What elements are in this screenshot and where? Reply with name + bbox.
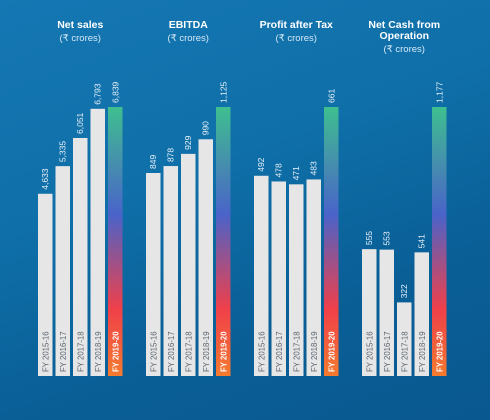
value-label: 878 [166, 148, 176, 162]
bar [379, 249, 394, 376]
category-label: FY 2016-17 [275, 331, 284, 372]
bar [90, 108, 105, 376]
bar [271, 181, 286, 376]
category-label: FY 2019-20 [435, 331, 444, 372]
bar [397, 302, 412, 376]
category-label: FY 2017-18 [292, 331, 301, 372]
category-label: FY 2019-20 [111, 331, 120, 372]
category-label: FY 2015-16 [365, 331, 374, 372]
category-label: FY 2015-16 [149, 331, 158, 372]
chart-subtitle: (₹ crores) [60, 33, 101, 44]
chart-subtitle: (₹ crores) [276, 33, 317, 44]
category-label: FY 2016-17 [59, 331, 68, 372]
chart-title: EBITDA [169, 19, 209, 31]
value-label: 6,051 [75, 112, 85, 134]
category-label: FY 2017-18 [76, 331, 85, 372]
value-label: 6,839 [110, 81, 120, 103]
bar [414, 252, 429, 376]
category-label: FY 2017-18 [400, 331, 409, 372]
category-label: FY 2018-19 [418, 331, 427, 372]
category-label: FY 2018-19 [202, 331, 211, 372]
chart-title: Profit after Tax [260, 19, 333, 31]
bar [163, 166, 178, 376]
value-label: 661 [326, 89, 336, 103]
value-label: 990 [201, 121, 211, 135]
chart-title: Net sales [57, 19, 103, 31]
chart-panel-1: Net sales (₹ crores) 4,633 FY 2015-16 5,335 F… [38, 19, 123, 376]
bar [198, 139, 213, 376]
chart-title: Net Cash from [368, 19, 440, 31]
chart-subtitle: (₹ crores) [384, 44, 425, 55]
bar-highlight [108, 107, 123, 376]
value-label: 5,335 [58, 141, 68, 163]
value-label: 483 [309, 161, 319, 175]
chart-subtitle: (₹ crores) [168, 33, 209, 44]
value-label: 1,125 [218, 81, 228, 103]
bar [73, 137, 88, 376]
category-label: FY 2017-18 [184, 331, 193, 372]
chart-panel-3: Profit after Tax (₹ crores) 492 FY 2015-16 4… [254, 19, 339, 376]
value-label: 929 [183, 135, 193, 149]
value-label: 849 [148, 155, 158, 169]
chart-panel-2: EBITDA (₹ crores) 849 FY 2015-16 878 FY 2016-… [146, 19, 231, 376]
bar [146, 172, 161, 376]
bar [254, 175, 269, 376]
value-label: 478 [274, 163, 284, 177]
bar [38, 193, 53, 376]
value-label: 541 [417, 234, 427, 248]
value-label: 555 [364, 231, 374, 245]
category-label: FY 2018-19 [310, 331, 319, 372]
bar [289, 184, 304, 376]
bar [306, 179, 321, 376]
value-label: 6,793 [93, 83, 103, 105]
value-label: 471 [291, 166, 301, 180]
value-label: 492 [256, 157, 266, 171]
value-label: 4,633 [40, 168, 50, 190]
category-label: FY 2019-20 [327, 331, 336, 372]
category-label: FY 2018-19 [94, 331, 103, 372]
bar [55, 166, 70, 376]
category-label: FY 2019-20 [219, 331, 228, 372]
category-label: FY 2016-17 [383, 331, 392, 372]
bar-highlight [324, 107, 339, 376]
value-label: 553 [382, 231, 392, 245]
bar [362, 249, 377, 376]
category-label: FY 2016-17 [167, 331, 176, 372]
bar-highlight [432, 107, 447, 376]
value-label: 1,177 [434, 81, 444, 103]
category-label: FY 2015-16 [257, 331, 266, 372]
chart-title: Operation [379, 30, 429, 42]
value-label: 322 [399, 284, 409, 298]
category-label: FY 2015-16 [41, 331, 50, 372]
bar-highlight [216, 107, 231, 376]
bar [181, 153, 196, 376]
